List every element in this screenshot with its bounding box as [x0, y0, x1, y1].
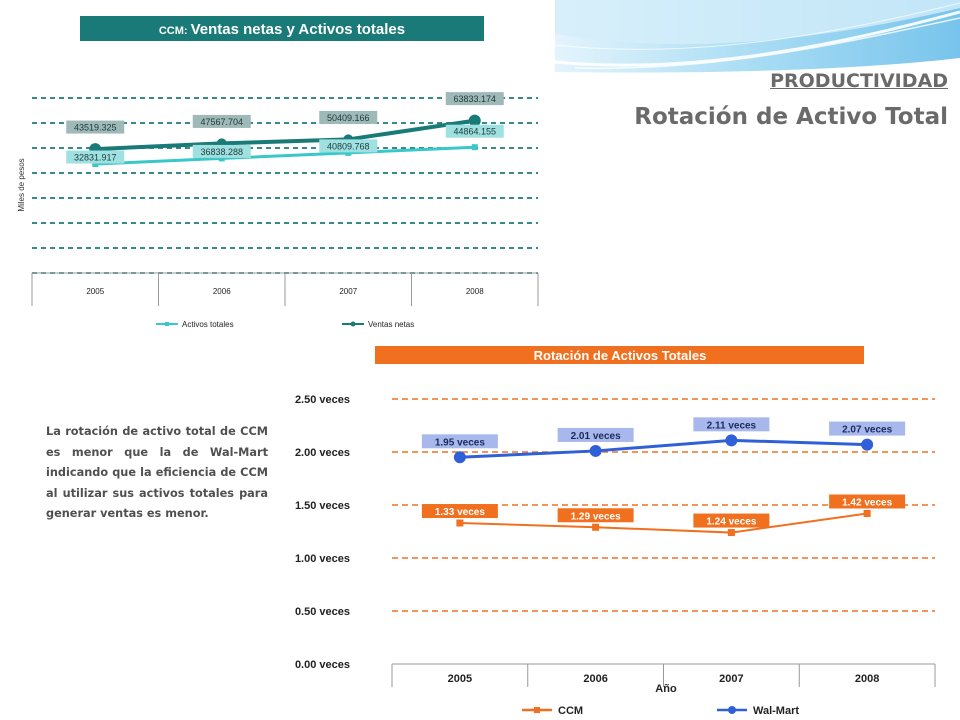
chart1-data-label: 36838.288	[200, 147, 243, 157]
chart1-data-label: 40809.768	[327, 141, 370, 151]
chart2-title-bar	[375, 346, 864, 364]
chart1-data-label: 63833.174	[453, 94, 496, 104]
chart2-data-label: 2.07 veces	[842, 425, 892, 436]
chart2-data-label: 1.24 veces	[706, 517, 756, 528]
chart1-data-label: 44864.155	[453, 127, 496, 137]
chart1-data-label-box	[445, 124, 504, 138]
chart1-point	[345, 149, 352, 156]
chart2-data-label: 2.01 veces	[571, 431, 621, 442]
chart2-legend-marker	[728, 706, 736, 714]
section-heading: PRODUCTIVIDAD	[770, 70, 948, 92]
chart2-point	[453, 451, 466, 464]
chart2-data-label-box	[421, 504, 498, 519]
chart2-y-tick-label: 1.00 veces	[295, 553, 350, 565]
chart2-x-tick-label: 2007	[719, 673, 743, 685]
chart2-data-label-box	[693, 513, 770, 528]
chart1-x-tick-label: 2006	[213, 287, 231, 296]
chart1-legend-label: Ventas netas	[368, 320, 414, 329]
asset-turnover-chart: Rotación de Activos Totales 0.00 veces 0.…	[292, 340, 960, 720]
chart1-legend-label: Activos totales	[182, 320, 234, 329]
description-panel	[0, 340, 292, 720]
description-text: La rotación de activo total de CCM es me…	[46, 425, 268, 520]
chart2-data-label-box	[829, 421, 906, 436]
chart2-data-label-box	[693, 417, 770, 432]
chart2-y-tick-label: 2.00 veces	[295, 447, 350, 459]
chart1-y-axis-label: Miles de pesos	[17, 158, 26, 211]
chart2-y-tick-label: 0.50 veces	[295, 606, 350, 618]
chart2-data-label: 1.42 veces	[842, 497, 892, 508]
chart2-series-line-0	[459, 512, 868, 534]
chart2-point	[456, 519, 464, 527]
chart2-legend-marker	[534, 707, 540, 713]
header-swoosh-decoration	[555, 0, 960, 75]
chart2-data-label-box	[829, 494, 906, 509]
chart2-data-label: 1.95 veces	[435, 437, 485, 448]
chart1-data-label: 43519.325	[74, 123, 117, 133]
chart2-x-axis-label: Año	[655, 683, 677, 695]
chart1-data-label: 47567.704	[200, 117, 243, 127]
chart2-point	[725, 434, 738, 447]
chart1-data-label-box	[66, 120, 125, 134]
chart1-legend-marker	[350, 321, 356, 327]
chart1-data-label-box	[192, 114, 251, 128]
chart1-data-label-box	[319, 110, 378, 124]
chart1-series-line-0	[95, 145, 475, 166]
chart2-point	[727, 529, 735, 537]
chart1-point	[92, 161, 99, 168]
chart2-data-label: 1.29 veces	[571, 511, 621, 522]
chart2-y-tick-label: 0.00 veces	[295, 659, 350, 671]
chart2-data-label: 1.33 veces	[435, 507, 485, 518]
chart2-point	[861, 438, 874, 451]
chart2-data-label-box	[421, 434, 498, 449]
chart2-point	[863, 509, 871, 517]
chart1-data-label-box	[192, 144, 251, 158]
chart1-data-label-box	[445, 92, 504, 106]
chart2-y-tick-label: 2.50 veces	[295, 394, 350, 406]
chart1-x-tick-label: 2008	[466, 287, 484, 296]
chart2-x-tick-label: 2008	[855, 673, 879, 685]
chart2-data-label: 2.11 veces	[707, 420, 757, 431]
chart1-data-label: 32831.917	[74, 153, 117, 163]
chart1-x-tick-label: 2005	[86, 287, 104, 296]
chart1-data-label: 50409.166	[327, 113, 370, 123]
chart2-x-tick-label: 2005	[448, 673, 472, 685]
ccm-sales-assets-chart: CCM: Ventas netas y Activos totales Miles…	[0, 0, 555, 340]
chart2-title: Rotación de Activos Totales	[534, 348, 707, 363]
chart1-title: CCM: Ventas netas y Activos totales	[159, 21, 405, 38]
chart2-legend-label: CCM	[558, 705, 583, 717]
chart2-x-tick-label: 2006	[583, 673, 607, 685]
chart1-point	[471, 144, 478, 151]
slide-title: Rotación de Activo Total	[634, 104, 948, 130]
chart2-data-label-box	[557, 508, 634, 523]
chart2-y-tick-label: 1.50 veces	[295, 500, 350, 512]
chart1-x-tick-label: 2007	[339, 287, 357, 296]
chart2-point	[589, 444, 602, 457]
chart2-data-label-box	[557, 427, 634, 442]
chart1-point	[218, 155, 225, 162]
chart1-title-bar	[80, 16, 484, 41]
chart2-series-line-1	[459, 438, 868, 459]
chart1-data-label-box	[319, 139, 378, 153]
chart1-point	[468, 114, 481, 127]
chart1-data-label-box	[66, 150, 125, 164]
chart1-legend-marker	[165, 322, 169, 326]
chart1-series-line-1	[95, 118, 476, 152]
chart2-legend-label: Wal-Mart	[753, 705, 799, 717]
chart2-point	[592, 523, 600, 531]
